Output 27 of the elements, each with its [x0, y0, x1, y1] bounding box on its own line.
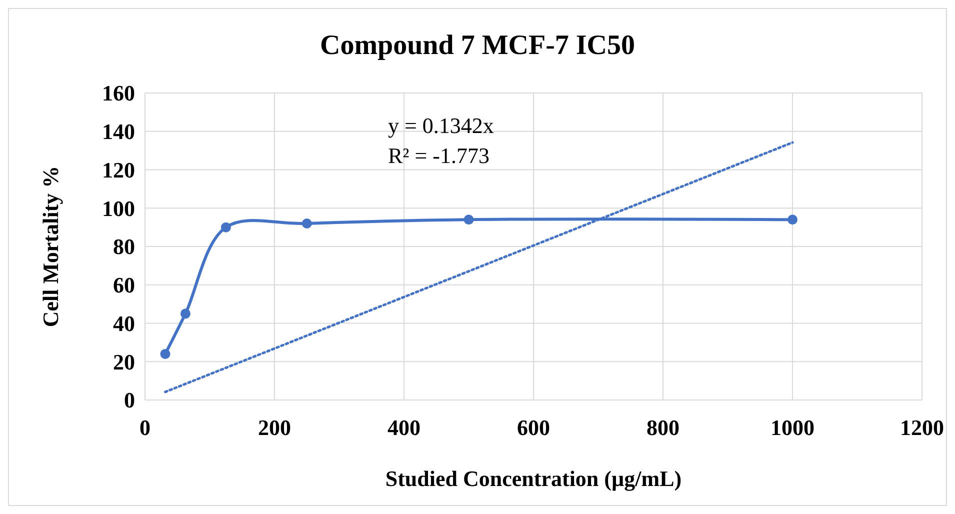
x-tick-label: 0: [140, 415, 150, 440]
x-tick-label: 400: [388, 415, 420, 440]
annotation: y = 0.1342x: [388, 113, 494, 138]
x-axis-title: Studied Concentration (µg/mL): [385, 466, 682, 491]
x-tick-label: 1000: [770, 415, 814, 440]
point: [180, 308, 190, 319]
point: [788, 214, 798, 225]
y-axis-title: Cell Mortality %: [38, 166, 63, 328]
point: [464, 214, 474, 225]
chart-title: Compound 7 MCF-7 IC50: [320, 30, 636, 61]
point: [160, 348, 170, 359]
y-tick-label: 20: [113, 349, 135, 374]
y-tick-label: 60: [113, 272, 135, 298]
x-tick-label: 800: [646, 415, 680, 440]
point: [220, 222, 231, 232]
x-tick-label: 600: [517, 415, 550, 440]
y-tick-label: 100: [102, 196, 135, 221]
y-tick-label: 80: [113, 234, 135, 260]
x-tick-label: 200: [258, 415, 291, 440]
x-tick-label: 1200: [900, 415, 944, 440]
y-tick-label: 0: [124, 388, 135, 413]
point: [302, 218, 312, 228]
annotation: R² = -1.773: [388, 143, 490, 168]
y-tick-label: 40: [113, 310, 135, 336]
y-tick-label: 160: [102, 80, 135, 106]
y-tick-label: 140: [102, 119, 135, 144]
y-tick-label: 120: [102, 157, 135, 182]
